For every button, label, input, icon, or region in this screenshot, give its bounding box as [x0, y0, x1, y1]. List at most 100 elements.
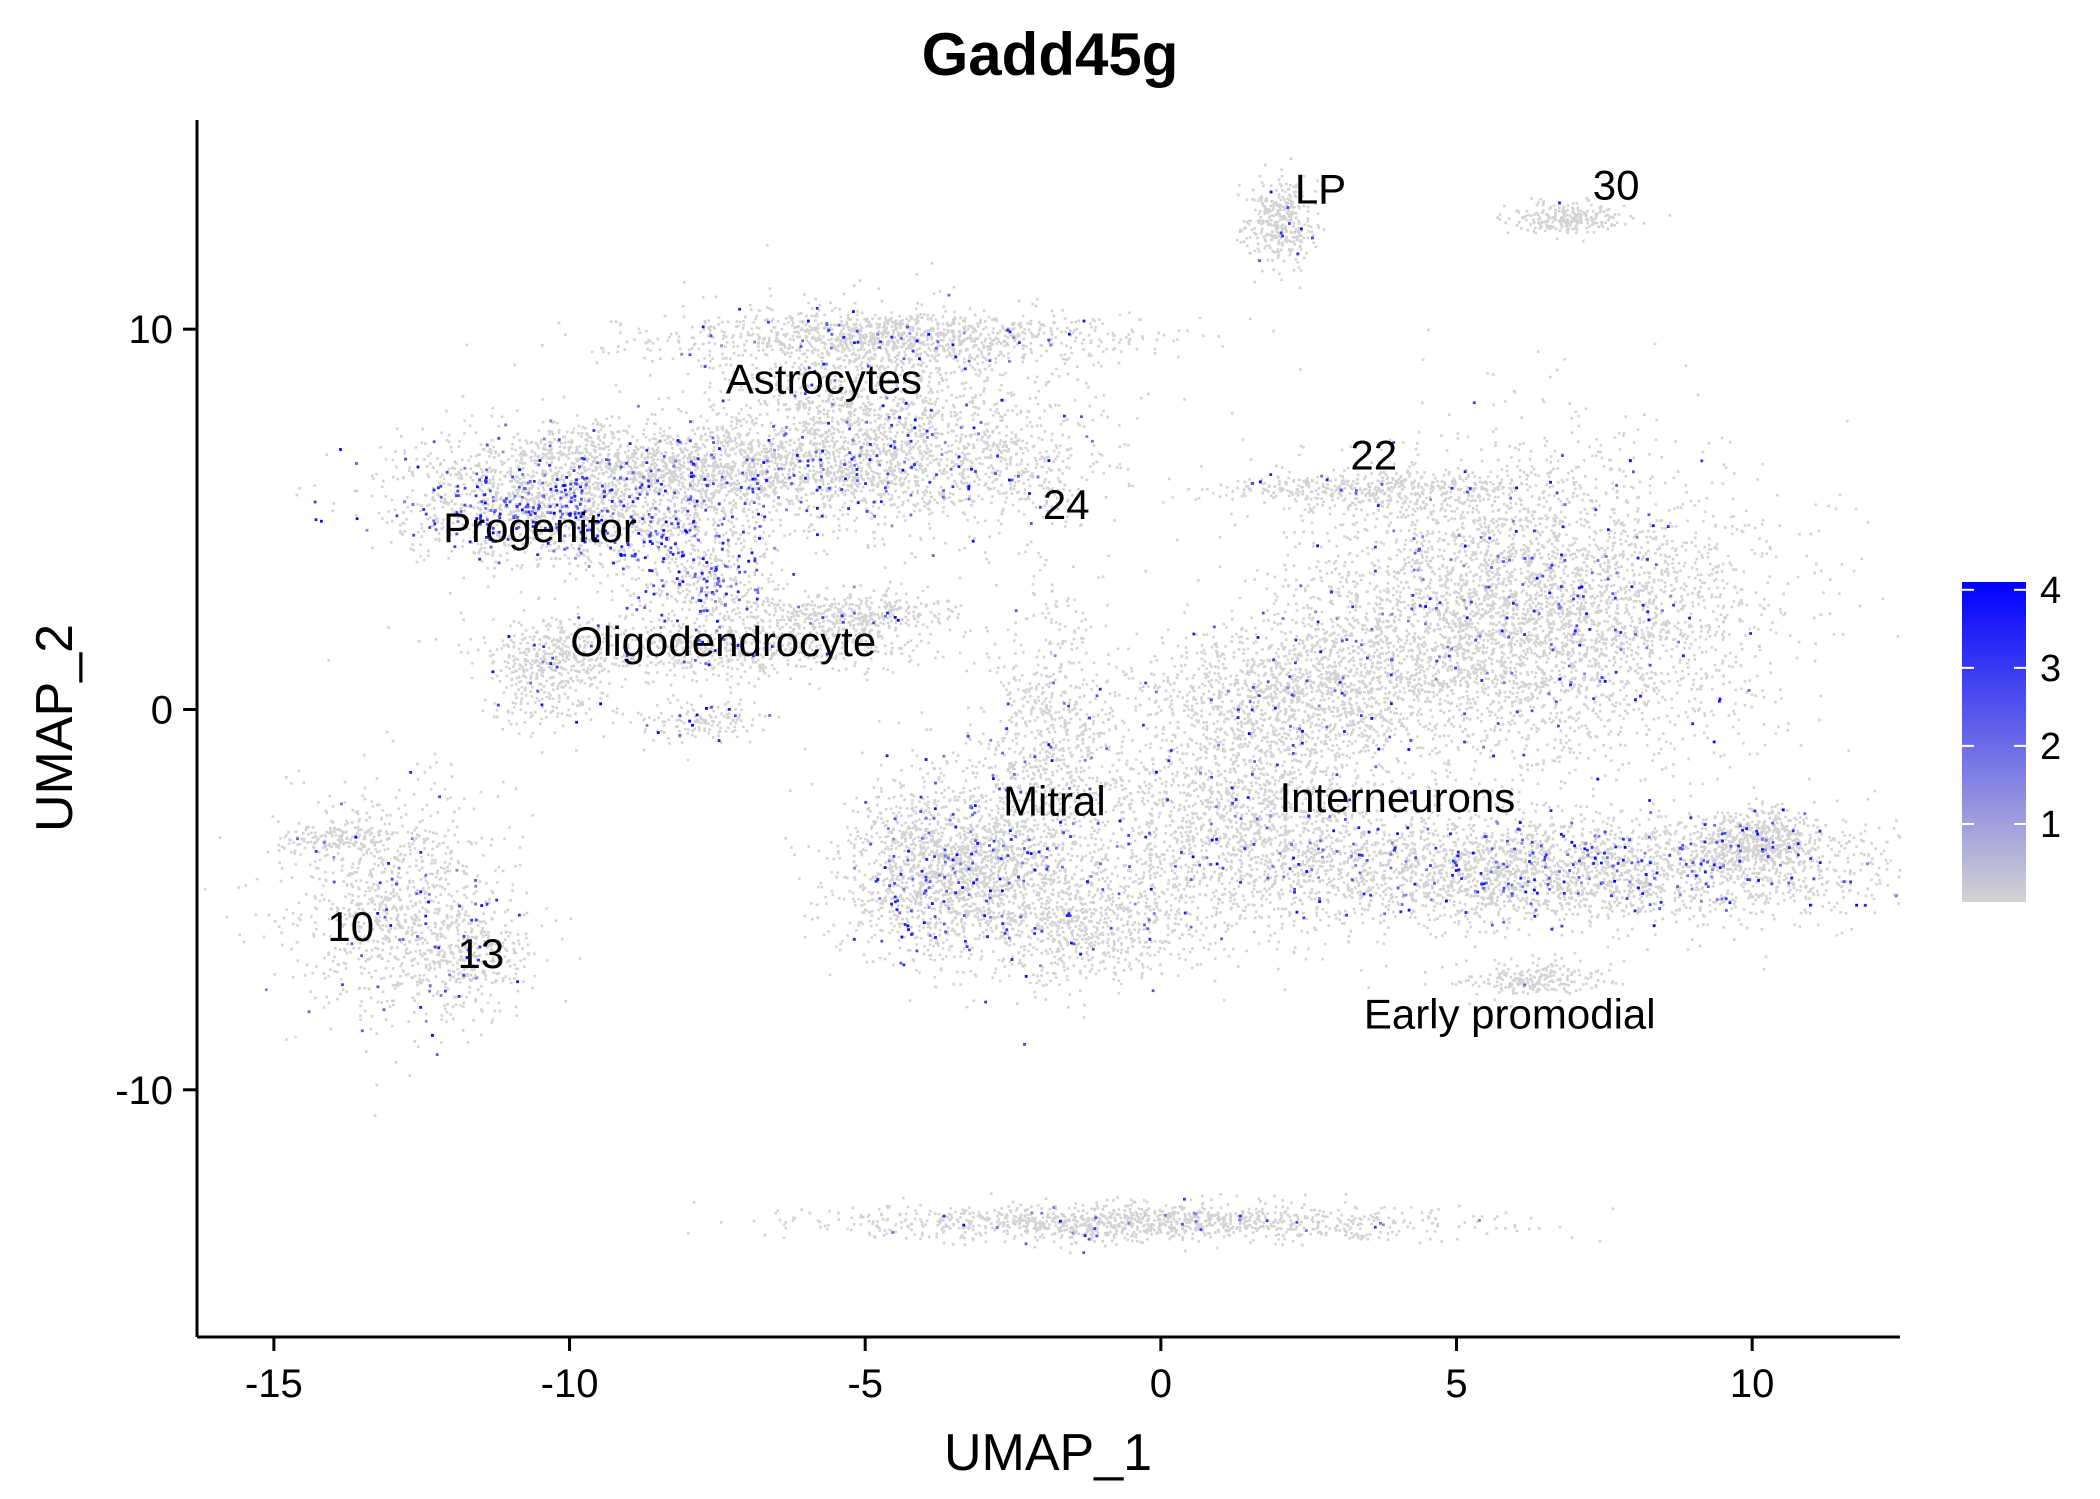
- cell-point: [983, 448, 986, 451]
- cell-point: [524, 462, 527, 465]
- cell-point: [873, 334, 876, 337]
- cell-point: [970, 504, 973, 507]
- cell-point: [723, 499, 726, 502]
- cell-point: [725, 454, 728, 457]
- cell-point: [730, 466, 733, 469]
- cell-point: [888, 427, 891, 430]
- cell-point: [664, 315, 667, 318]
- cell-point: [633, 449, 636, 452]
- cell-point: [990, 464, 993, 467]
- cell-point: [890, 409, 893, 412]
- cell-point: [811, 307, 814, 310]
- cell-point: [688, 454, 691, 457]
- cell-point: [429, 452, 432, 455]
- cell-point: [1054, 336, 1057, 339]
- cell-point: [685, 514, 688, 517]
- cell-point: [1018, 480, 1021, 483]
- cell-point: [809, 469, 812, 472]
- cell-point: [950, 411, 953, 414]
- cell-point: [840, 339, 843, 342]
- cell-point: [716, 531, 719, 534]
- cell-point: [425, 494, 428, 497]
- cell-point: [663, 430, 666, 433]
- cell-point: [525, 439, 528, 442]
- cell-point: [1218, 335, 1221, 338]
- cell-point: [709, 382, 712, 385]
- cell-point: [920, 316, 923, 319]
- cell-point: [987, 444, 990, 447]
- cell-point: [942, 506, 945, 509]
- cell-point: [1142, 338, 1145, 341]
- cell-point: [950, 450, 953, 453]
- cell-point: [983, 380, 986, 383]
- cell-point: [1060, 354, 1063, 357]
- cell-point: [929, 376, 932, 379]
- cell-point: [731, 508, 734, 511]
- cell-point: [935, 445, 938, 448]
- cell-point: [951, 430, 954, 433]
- cell-point: [831, 309, 834, 312]
- cell-point: [823, 503, 826, 506]
- cell-point: [955, 396, 958, 399]
- cell-point: [499, 471, 502, 474]
- cell-point: [986, 441, 989, 444]
- cell-point: [1010, 438, 1013, 441]
- cell-point: [1036, 376, 1039, 379]
- cell-point: [971, 402, 974, 405]
- cell-point: [891, 494, 894, 497]
- cell-point: [922, 428, 925, 431]
- cell-point: [578, 425, 581, 428]
- cell-point: [943, 350, 946, 353]
- cell-point: [775, 486, 778, 489]
- cell-point: [912, 330, 915, 333]
- cell-point: [1052, 321, 1055, 324]
- cell-point: [903, 332, 906, 335]
- cell-point: [652, 437, 655, 440]
- cell-point: [763, 531, 766, 534]
- cell-point: [750, 445, 753, 448]
- cell-point: [982, 356, 985, 359]
- cell-point: [696, 515, 699, 518]
- cell-point: [937, 462, 940, 465]
- cell-point: [933, 499, 936, 502]
- cell-point: [916, 334, 919, 337]
- cell-point: [923, 371, 926, 374]
- cell-point: [910, 552, 913, 555]
- cell-point: [615, 462, 618, 465]
- cell-point: [831, 439, 834, 442]
- cell-point: [664, 439, 667, 442]
- cell-point: [897, 341, 900, 344]
- cell-point: [893, 469, 896, 472]
- cell-point: [411, 543, 414, 546]
- cell-point: [856, 319, 859, 322]
- cell-point: [853, 496, 856, 499]
- cell-point: [538, 429, 541, 432]
- cell-point: [749, 407, 752, 410]
- cell-point: [930, 388, 933, 391]
- cell-point: [478, 453, 481, 456]
- cell-point: [546, 461, 549, 464]
- cell-point: [970, 340, 973, 343]
- cell-point: [897, 448, 900, 451]
- cell-point: [961, 340, 964, 343]
- cell-point: [963, 458, 966, 461]
- cell-point: [918, 417, 921, 420]
- cell-point: [738, 436, 741, 439]
- cell-point: [955, 440, 958, 443]
- cell-point: [894, 490, 897, 493]
- cell-point: [789, 462, 792, 465]
- cell-point: [680, 501, 683, 504]
- cell-point: [681, 498, 684, 501]
- cell-point: [907, 473, 910, 476]
- cell-point: [997, 332, 1000, 335]
- cell-point: [943, 335, 946, 338]
- cell-point: [730, 476, 733, 479]
- cell-point: [1065, 345, 1068, 348]
- cell-point: [1096, 461, 1099, 464]
- cell-point: [1154, 352, 1157, 355]
- cell-point: [819, 455, 822, 458]
- cell-point: [833, 471, 836, 474]
- cell-point: [939, 469, 942, 472]
- cell-point: [713, 326, 716, 329]
- cell-point: [913, 345, 916, 348]
